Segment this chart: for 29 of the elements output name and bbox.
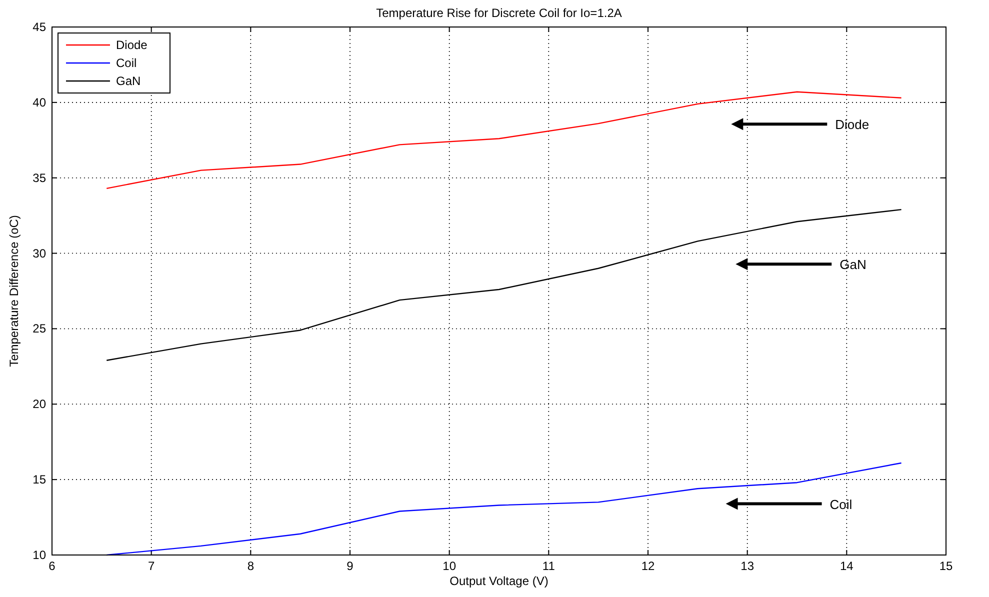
- x-tick-label: 11: [542, 559, 556, 573]
- x-tick-label: 9: [346, 559, 354, 573]
- x-tick-label: 12: [641, 559, 655, 573]
- line-series: [106, 91, 902, 190]
- annotation: GaN: [840, 257, 866, 272]
- x-tick-label: 6: [48, 559, 56, 573]
- legend-label: Diode: [116, 38, 148, 52]
- x-tick-label: 14: [840, 559, 854, 573]
- line-series: [106, 462, 902, 556]
- y-tick-label: 10: [32, 548, 46, 562]
- y-axis-title: Temperature Difference (oC): [7, 215, 21, 367]
- x-tick-label: 13: [740, 559, 754, 573]
- annotation: Diode: [835, 117, 870, 132]
- x-tick-label: 15: [939, 559, 953, 573]
- x-tick-label: 8: [247, 559, 254, 573]
- y-tick-label: 35: [32, 170, 46, 185]
- y-tick-label: 15: [32, 472, 46, 487]
- chart-title: Temperature Rise for Discrete Coil for Io=1.2A: [376, 6, 622, 20]
- legend-label: Coil: [116, 56, 137, 70]
- legend-label: GaN: [116, 74, 141, 88]
- x-tick-label: 10: [442, 559, 456, 573]
- y-tick-label: 25: [32, 322, 46, 336]
- x-axis-title: Output Voltage (V): [450, 574, 548, 588]
- y-tick-label: 40: [32, 95, 46, 110]
- annotation: Coil: [830, 496, 852, 512]
- y-tick-label: 30: [32, 246, 46, 260]
- y-tick-label: 45: [32, 20, 46, 34]
- x-tick-label: 7: [148, 559, 155, 573]
- y-tick-label: 20: [32, 397, 46, 412]
